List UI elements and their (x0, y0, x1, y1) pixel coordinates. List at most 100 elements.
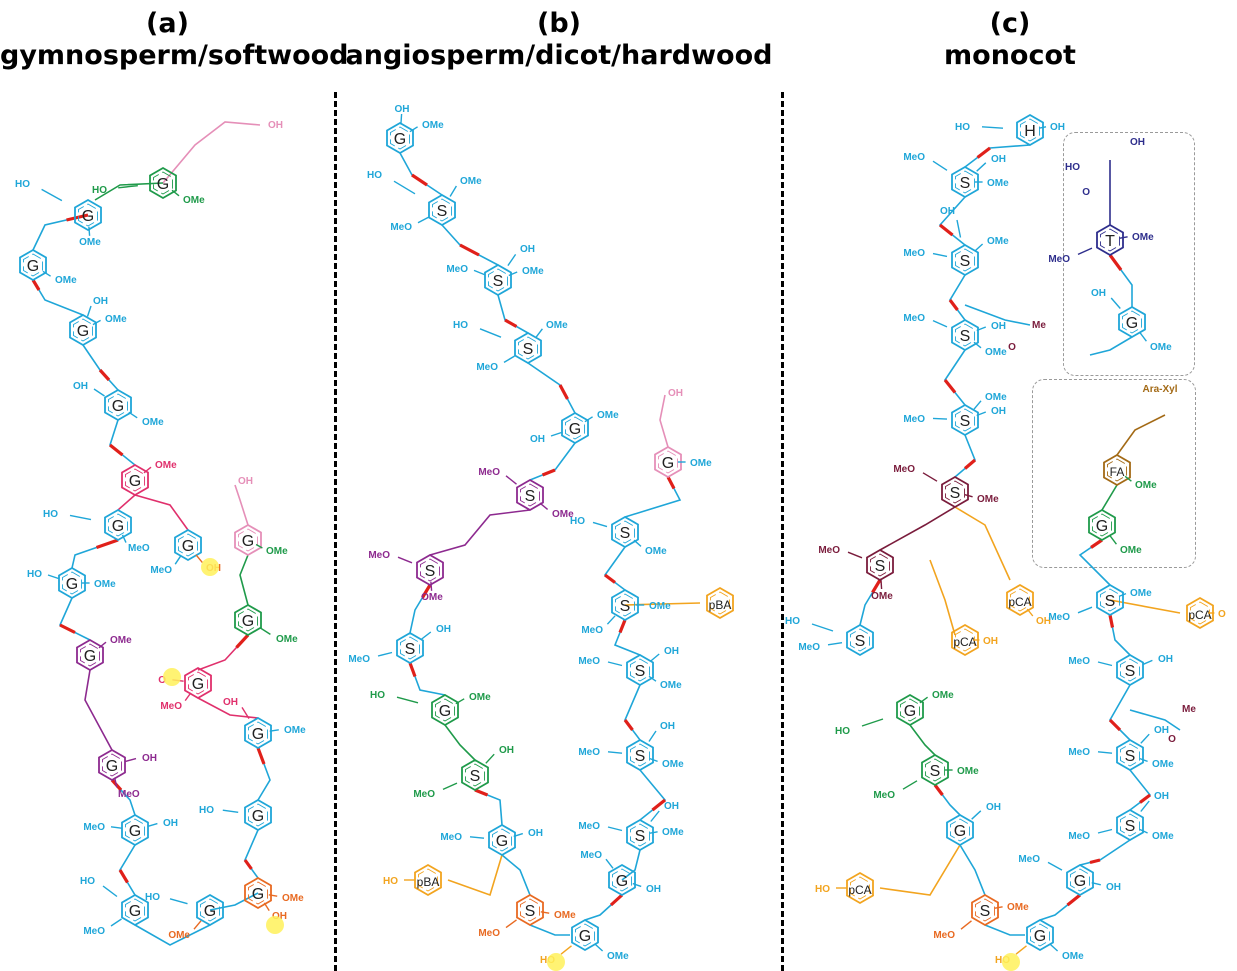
panel-b-unit-9-label: S (620, 525, 631, 542)
panel-a-pink-oh2: OH (238, 476, 253, 487)
panel-c-unit-17-label: G (904, 703, 916, 720)
panel-b-unit-4-sub-1: MeO (476, 362, 498, 373)
panel-c-link-18 (1109, 684, 1131, 741)
panel-c-unit-2-sub-1: OMe (987, 178, 1009, 189)
panel-b-link-12 (613, 619, 641, 656)
panel-a-unit-2-sub-0: OMe (79, 237, 101, 248)
panel-b-unit-15: S MeO OH (413, 745, 514, 800)
panel-c-link-9-bond (871, 579, 882, 594)
panel-c-unit-2-sub-2: OH (991, 154, 1006, 165)
panel-b-link-11 (409, 662, 446, 696)
panel-b-link-9-bond (604, 573, 616, 584)
panel-c-unit-6-sub-1: OMe (977, 494, 999, 505)
panel-a-link-8 (71, 539, 119, 569)
panel-b-unit-17-sub-1: OH (528, 828, 543, 839)
panel-b-unit-11: S MeO OMe (581, 588, 671, 636)
panel-c-unit-16-sub-0: O (1218, 609, 1226, 620)
panel-c-link-13 (1078, 539, 1111, 586)
panel-c-unit-1-sub-1: HO (955, 122, 970, 133)
panel-b-unit-9: S OMe HO (570, 515, 667, 557)
panel-c-link-17-bond (933, 784, 944, 796)
panel-c-acetyl-me-1: Me (1032, 320, 1046, 331)
panel-a-link-11 (239, 554, 249, 606)
panel-b-letter: (b) (536, 8, 581, 39)
panel-b-unit-8: S MeO OMe (368, 550, 444, 603)
panel-b-unit-1-sub-1: OMe (422, 120, 444, 131)
panel-a-link-16 (119, 844, 136, 896)
panel-c-unit-22-sub-0: MeO (1068, 831, 1090, 842)
panel-b-link-6 (429, 509, 531, 556)
panel-c-unit-25-label: G (1074, 873, 1086, 890)
panel-b-unit-18-sub-2: OH (664, 801, 679, 812)
panel-b-unit-4: S OMe MeO HO (453, 320, 568, 373)
panel-a-unit-18-sub-0: MeO (83, 926, 105, 937)
panel-b-unit-2-sub-1: MeO (390, 222, 412, 233)
panel-b-link-2-bond (459, 243, 480, 257)
panel-c-unit-9-sub-0: OH (983, 636, 998, 647)
panel-b-link-21 (529, 924, 570, 936)
panel-a-link-12-bond (235, 633, 250, 649)
panel-a-unit-15-sub-1: OH (142, 753, 157, 764)
panel-b-unit-14-sub-1: MeO (578, 656, 600, 667)
panel-c-unit-20-label: S (1125, 748, 1136, 765)
panel-a-unit-4: G OMe OH (69, 296, 127, 347)
panel-b-unit-3-sub-1: OMe (522, 266, 544, 277)
panel-c-unit-10: S MeO HO (785, 616, 874, 657)
divider-ab (334, 92, 337, 971)
panel-c-unit-8: pCA OH (1006, 583, 1051, 627)
panel-c-unit-12-label: G (1126, 315, 1138, 332)
panel-a-unit-16-sub-0: HO (199, 805, 214, 816)
panel-b-unit-6-label: S (525, 488, 536, 505)
panel-b-unit-21-sub-1: OH (646, 884, 661, 895)
panel-c-tricin-oh: OH (1130, 137, 1145, 148)
panel-b-unit-4-sub-0: OMe (546, 320, 568, 331)
panel-a-link-8-bond (95, 538, 119, 550)
panel-c-link-13-bond (1090, 538, 1103, 549)
panel-c-unit-1: H OH HO (955, 113, 1065, 147)
panel-a-header: (a) gymnosperm/softwood (0, 8, 349, 72)
panel-a-unit-19: G OMe HO (145, 892, 224, 941)
panel-b-unit-16: S MeO OMe OH (578, 721, 684, 772)
panel-c-unit-3-sub-2: OH (940, 206, 955, 217)
panel-a-unit-13-label: G (192, 676, 204, 693)
panel-c-unit-22-sub-2: OH (1154, 791, 1169, 802)
panel-c-unit-21-label: G (954, 823, 966, 840)
panel-a-link-17-bond (243, 859, 253, 870)
panel-b-unit-13: G OMe HO (370, 690, 491, 727)
panel-a-unit-17-sub-1: OH (163, 818, 178, 829)
panel-a-unit-6: G OMe (121, 460, 177, 497)
panel-a-link-5-bond (109, 443, 124, 457)
panel-a-link-6 (117, 494, 136, 511)
panel-a-unit-6-sub-0: OMe (155, 460, 177, 471)
panel-c-link-12 (1101, 484, 1118, 511)
panel-c-letter: (c) (989, 8, 1031, 39)
panel-b-unit-18: S MeO OMe OH (578, 801, 684, 852)
panel-b-unit-10-sub-0: MeO (348, 654, 370, 665)
panel-a-unit-20-label: G (252, 886, 264, 903)
panel-c-unit-18-sub-0: MeO (1068, 656, 1090, 667)
panel-a-unit-14: G OMe OH (223, 697, 306, 750)
panel-b-link-18 (447, 854, 503, 897)
panel-a-unit-16: G HO (199, 798, 272, 832)
panel-a-unit-11: G OMe (76, 635, 132, 672)
panel-c-unit-4-sub-2: OH (991, 321, 1006, 332)
panel-a-unit-13-sub-1: MeO (160, 701, 182, 712)
panel-c-unit-7-sub-1: OMe (871, 591, 893, 602)
panel-a-unit-6-label: G (129, 473, 141, 490)
panel-c-link-4 (944, 349, 966, 406)
panel-b-header: (b) angiosperm/dicot/hardwood (335, 8, 783, 72)
panel-c-unit-18-sub-1: OH (1158, 654, 1173, 665)
panel-a-unit-4-sub-1: OH (93, 296, 108, 307)
panel-b-unit-1-label: G (394, 131, 406, 148)
panel-b-unit-17: G MeO OH (440, 823, 543, 857)
panel-c-unit-4-label: S (960, 328, 971, 345)
panel-a-unit-10-label: G (66, 576, 78, 593)
panel-a-unit-5: G OMe OH (73, 381, 164, 428)
panel-a-unit-4-sub-0: OMe (105, 314, 127, 325)
panel-c-unit-22-label: S (1125, 818, 1136, 835)
panel-c-unit-3: S MeO OMe OH (903, 206, 1009, 277)
panel-c-acetyl-2 (1129, 709, 1181, 731)
panel-c-link-20 (959, 844, 986, 896)
panel-c-unit-25-sub-0: OH (1106, 882, 1121, 893)
